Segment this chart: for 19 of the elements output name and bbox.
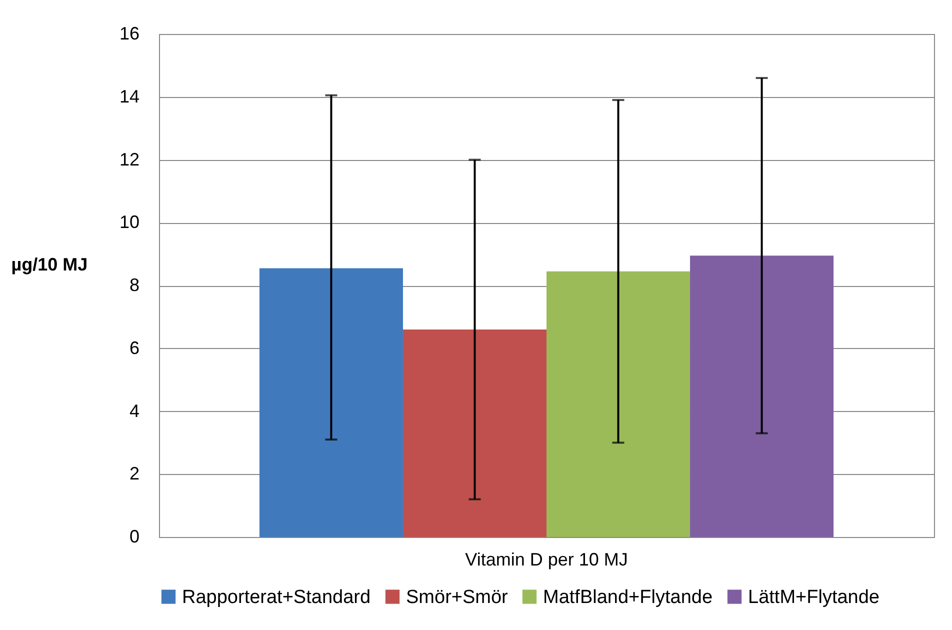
x-tick-label: Vitamin D per 10 MJ xyxy=(465,550,628,570)
legend-label: MatfBland+Flytande xyxy=(543,586,713,608)
legend-label: LättM+Flytande xyxy=(748,586,880,608)
y-tick-label: 2 xyxy=(129,464,140,484)
legend-label: Smör+Smör xyxy=(406,586,509,608)
y-tick-label: 0 xyxy=(129,526,140,546)
bar xyxy=(690,256,834,537)
bar xyxy=(546,271,690,537)
y-tick-label: 10 xyxy=(119,212,140,232)
bar xyxy=(402,330,546,537)
legend-label: Rapporterat+Standard xyxy=(182,586,371,608)
y-axis-title: µg/10 MJ xyxy=(11,254,88,274)
y-tick-label: 14 xyxy=(119,86,140,106)
y-tick-label: 6 xyxy=(129,338,140,358)
y-tick-label: 12 xyxy=(119,149,140,170)
y-tick-label: 8 xyxy=(129,275,140,295)
y-tick-label: 16 xyxy=(119,24,140,44)
y-tick-label: 4 xyxy=(129,400,140,421)
bar xyxy=(259,268,403,537)
